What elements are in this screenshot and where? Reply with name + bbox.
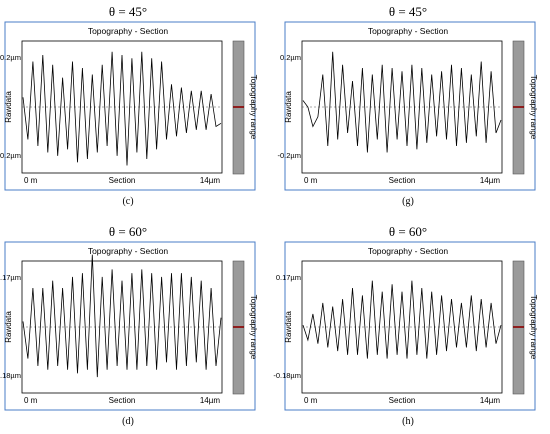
panel-caption: (g)	[402, 196, 414, 207]
panel-caption: (c)	[122, 196, 133, 207]
panel-d: θ = 60° Topography - Section 0.17µm -0.1…	[0, 220, 270, 430]
section-title: Topography - Section	[368, 26, 449, 36]
panel-header: θ = 45°	[109, 4, 147, 19]
x-right-label: 14µm	[200, 176, 221, 185]
range-label: Topography range	[529, 295, 538, 360]
x-center-label: Section	[389, 396, 416, 405]
x-left-label: 0 m	[304, 176, 318, 185]
x-left-label: 0 m	[24, 396, 38, 405]
panel-header: θ = 45°	[389, 4, 427, 19]
section-title: Topography - Section	[88, 246, 169, 256]
x-center-label: Section	[109, 176, 136, 185]
y-bottom-label: -0.18µm	[273, 371, 301, 380]
y-top-label: 0.17µm	[0, 273, 21, 282]
x-center-label: Section	[389, 176, 416, 185]
y-bottom-label: -0.2µm	[278, 151, 302, 160]
profile-trace	[22, 51, 222, 166]
x-left-label: 0 m	[24, 176, 38, 185]
y-bottom-label: -0.18µm	[0, 371, 21, 380]
y-axis-label: Rawdata	[4, 91, 13, 123]
x-right-label: 14µm	[480, 176, 501, 185]
x-right-label: 14µm	[200, 396, 221, 405]
panel-g: θ = 45° Topography - Section 0.2µm -0.2µ…	[278, 0, 550, 210]
section-title: Topography - Section	[88, 26, 169, 36]
panel-header: θ = 60°	[109, 224, 147, 239]
range-label: Topography range	[529, 75, 538, 140]
panel-h: θ = 60° Topography - Section 0.17µm -0.1…	[273, 220, 550, 430]
y-axis-label: Rawdata	[284, 311, 293, 343]
y-top-label: 0.17µm	[276, 273, 301, 282]
section-title: Topography - Section	[368, 246, 449, 256]
x-center-label: Section	[109, 396, 136, 405]
panel-caption: (h)	[402, 416, 414, 427]
range-label: Topography range	[249, 75, 258, 140]
x-left-label: 0 m	[304, 396, 318, 405]
panel-d-svg: θ = 60° Topography - Section 0.17µm -0.1…	[0, 224, 258, 427]
range-label: Topography range	[249, 295, 258, 360]
panel-c: θ = 45° Topography - Section 0.2µm -0.2µ…	[0, 0, 270, 210]
y-bottom-label: -0.2µm	[0, 151, 21, 160]
y-axis-label: Rawdata	[4, 311, 13, 343]
y-top-label: 0.2µm	[0, 53, 21, 62]
panel-header: θ = 60°	[389, 224, 427, 239]
y-top-label: 0.2µm	[280, 53, 301, 62]
panel-h-svg: θ = 60° Topography - Section 0.17µm -0.1…	[273, 224, 538, 427]
panel-g-svg: θ = 45° Topography - Section 0.2µm -0.2µ…	[278, 4, 539, 207]
profile-trace	[22, 254, 222, 378]
y-axis-label: Rawdata	[284, 91, 293, 123]
x-right-label: 14µm	[480, 396, 501, 405]
profile-trace	[302, 51, 502, 153]
panel-caption: (d)	[122, 416, 134, 427]
profile-trace	[302, 280, 502, 359]
panel-c-svg: θ = 45° Topography - Section 0.2µm -0.2µ…	[0, 4, 258, 207]
